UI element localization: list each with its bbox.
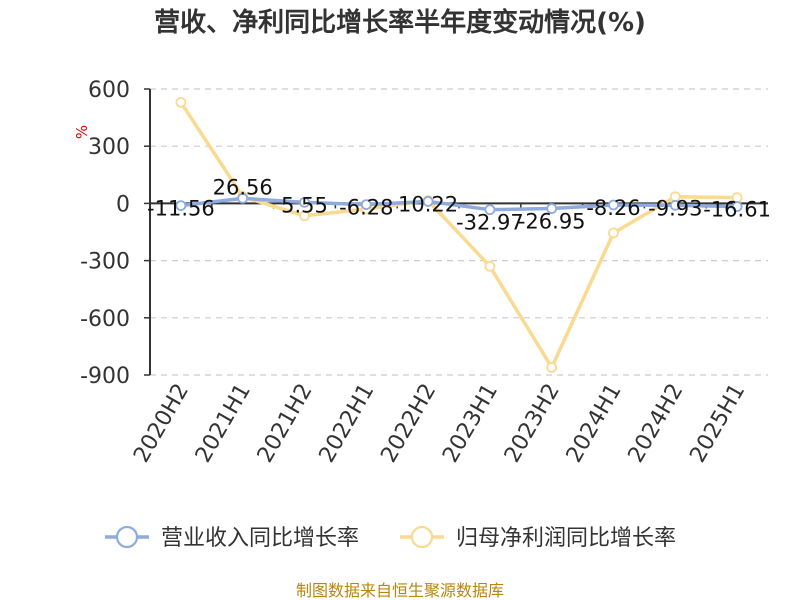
data-label: -6.28 [339,196,393,220]
data-point [608,199,619,211]
y-axis-unit: % [73,125,91,139]
data-point [731,201,743,212]
x-tick-label: 2023H1 [438,380,503,467]
data-source-note: 制图数据来自恒生聚源数据库 [296,581,504,600]
data-label: 10.22 [398,192,458,216]
series-1 [175,96,743,373]
data-point [608,227,619,239]
y-tick-label: -900 [80,364,130,389]
data-point [299,210,310,222]
y-tick-label: -600 [80,307,130,332]
data-label: -9.93 [648,196,702,220]
data-label: -32.97 [456,211,524,235]
legend-marker [410,525,434,549]
x-tick-label: 2024H2 [624,380,689,467]
x-tick-label: 2022H1 [315,380,380,467]
data-label: -11.56 [147,197,215,221]
data-label: -26.95 [518,210,586,234]
series-0 [175,192,743,216]
x-tick-label: 2023H2 [500,380,565,467]
series-line [179,196,739,212]
data-label: -16.61 [703,198,771,222]
x-tick-label: 2021H2 [253,380,318,467]
legend-label: 营业收入同比增长率 [161,526,359,551]
data-point [175,96,187,108]
x-tick-label: 2020H2 [129,380,194,467]
x-tick-label: 2025H1 [685,380,750,467]
y-tick-label: 300 [88,135,130,160]
x-tick-label: 2024H1 [562,380,627,467]
y-tick-label: 0 [116,192,130,217]
data-point [175,200,187,212]
data-label: 5.55 [281,193,328,217]
data-point [546,203,558,214]
data-point [669,199,681,211]
y-tick-label: 600 [88,78,130,103]
x-tick-label: 2021H1 [191,380,256,467]
series-layer [175,96,743,373]
legend-label: 归母净利润同比增长率 [456,526,676,551]
x-tick-label: 2022H2 [376,379,441,466]
data-point [299,196,310,208]
data-point [237,192,249,204]
axes: 6003000-300-600-9002020H22021H12021H2202… [80,78,768,467]
data-point [422,196,434,207]
data-point [360,199,372,210]
data-label: -8.26 [586,196,640,220]
series-line [179,100,739,370]
data-point [484,204,496,216]
gridlines [150,88,768,376]
data-label: 26.56 [213,175,273,199]
legend-item[interactable]: 营业收入同比增长率 [105,525,359,551]
legend-marker [115,525,139,549]
y-tick-label: -300 [80,250,130,275]
legend-item[interactable]: 归母净利润同比增长率 [400,525,676,551]
data-point [546,361,558,373]
chart-title: 营收、净利同比增长率半年度变动情况(%) [154,7,646,38]
data-point [484,260,496,272]
legend[interactable]: 营业收入同比增长率 归母净利润同比增长率 [105,525,676,551]
